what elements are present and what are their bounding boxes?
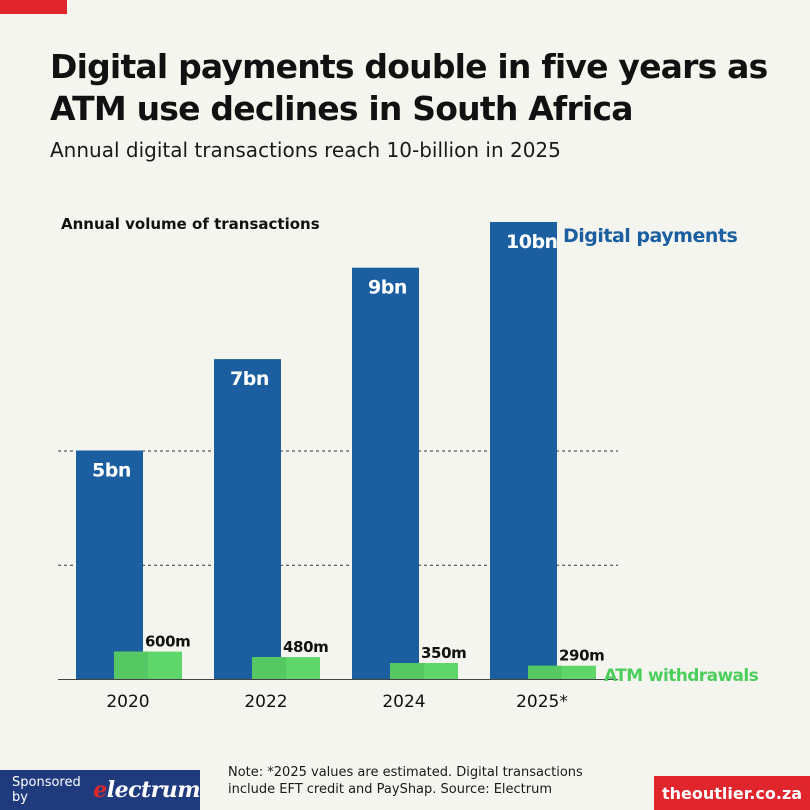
digital-value-label-2: 9bn xyxy=(368,277,407,299)
digital-value-label-1: 7bn xyxy=(230,368,269,390)
atm-bar-shade-0 xyxy=(114,651,148,679)
digital-bar-3 xyxy=(490,222,557,679)
x-tick-label-1: 2022 xyxy=(244,692,287,712)
sponsor-label: Sponsored by xyxy=(12,775,81,805)
series-label-atm: ATM withdrawals xyxy=(604,666,759,686)
digital-bar-0 xyxy=(76,450,143,679)
chart-title: Digital payments double in five years as… xyxy=(50,47,768,128)
x-tick-label-3: 2025* xyxy=(516,692,568,712)
atm-value-label-0: 600m xyxy=(145,633,190,651)
footnote: Note: *2025 values are estimated. Digita… xyxy=(228,765,583,797)
atm-bar-shade-2 xyxy=(390,663,424,679)
chart-subtitle: Annual digital transactions reach 10-bil… xyxy=(50,138,561,162)
digital-value-label-3: 10bn xyxy=(506,231,558,253)
digital-value-label-0: 5bn xyxy=(92,460,131,482)
atm-value-label-2: 350m xyxy=(421,644,466,662)
series-label-digital: Digital payments xyxy=(563,225,737,247)
x-tick-label-2: 2024 xyxy=(382,692,425,712)
sponsor-banner[interactable]: Sponsored by electrum xyxy=(0,770,200,810)
atm-bar-shade-1 xyxy=(252,657,286,679)
digital-bar-1 xyxy=(214,359,281,679)
atm-bar-shade-3 xyxy=(528,665,562,679)
electrum-logo: electrum xyxy=(93,777,200,803)
atm-value-label-3: 290m xyxy=(559,647,604,665)
top-accent-bar xyxy=(0,0,67,14)
x-tick-label-0: 2020 xyxy=(106,692,149,712)
atm-value-label-1: 480m xyxy=(283,638,328,656)
site-brand-link[interactable]: theoutlier.co.za xyxy=(654,776,810,810)
y-axis-label: Annual volume of transactions xyxy=(61,215,320,233)
digital-bar-2 xyxy=(352,267,419,679)
